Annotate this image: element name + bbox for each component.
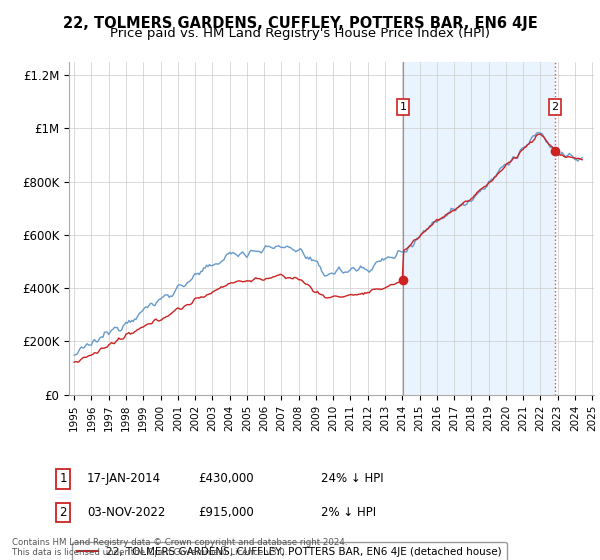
Text: 2: 2: [59, 506, 67, 519]
Text: 03-NOV-2022: 03-NOV-2022: [87, 506, 166, 519]
Legend: 22, TOLMERS GARDENS, CUFFLEY, POTTERS BAR, EN6 4JE (detached house), HPI: Averag: 22, TOLMERS GARDENS, CUFFLEY, POTTERS BA…: [71, 542, 507, 560]
Text: Contains HM Land Registry data © Crown copyright and database right 2024.
This d: Contains HM Land Registry data © Crown c…: [12, 538, 347, 557]
Bar: [403, 62, 555, 395]
Text: 2: 2: [551, 102, 559, 112]
Text: 1: 1: [400, 102, 406, 112]
Text: £430,000: £430,000: [198, 472, 254, 486]
Text: 17-JAN-2014: 17-JAN-2014: [87, 472, 161, 486]
Text: 2% ↓ HPI: 2% ↓ HPI: [321, 506, 376, 519]
Text: 24% ↓ HPI: 24% ↓ HPI: [321, 472, 383, 486]
Text: 1: 1: [59, 472, 67, 486]
Text: Price paid vs. HM Land Registry's House Price Index (HPI): Price paid vs. HM Land Registry's House …: [110, 27, 490, 40]
Text: 22, TOLMERS GARDENS, CUFFLEY, POTTERS BAR, EN6 4JE: 22, TOLMERS GARDENS, CUFFLEY, POTTERS BA…: [62, 16, 538, 31]
Text: £915,000: £915,000: [198, 506, 254, 519]
